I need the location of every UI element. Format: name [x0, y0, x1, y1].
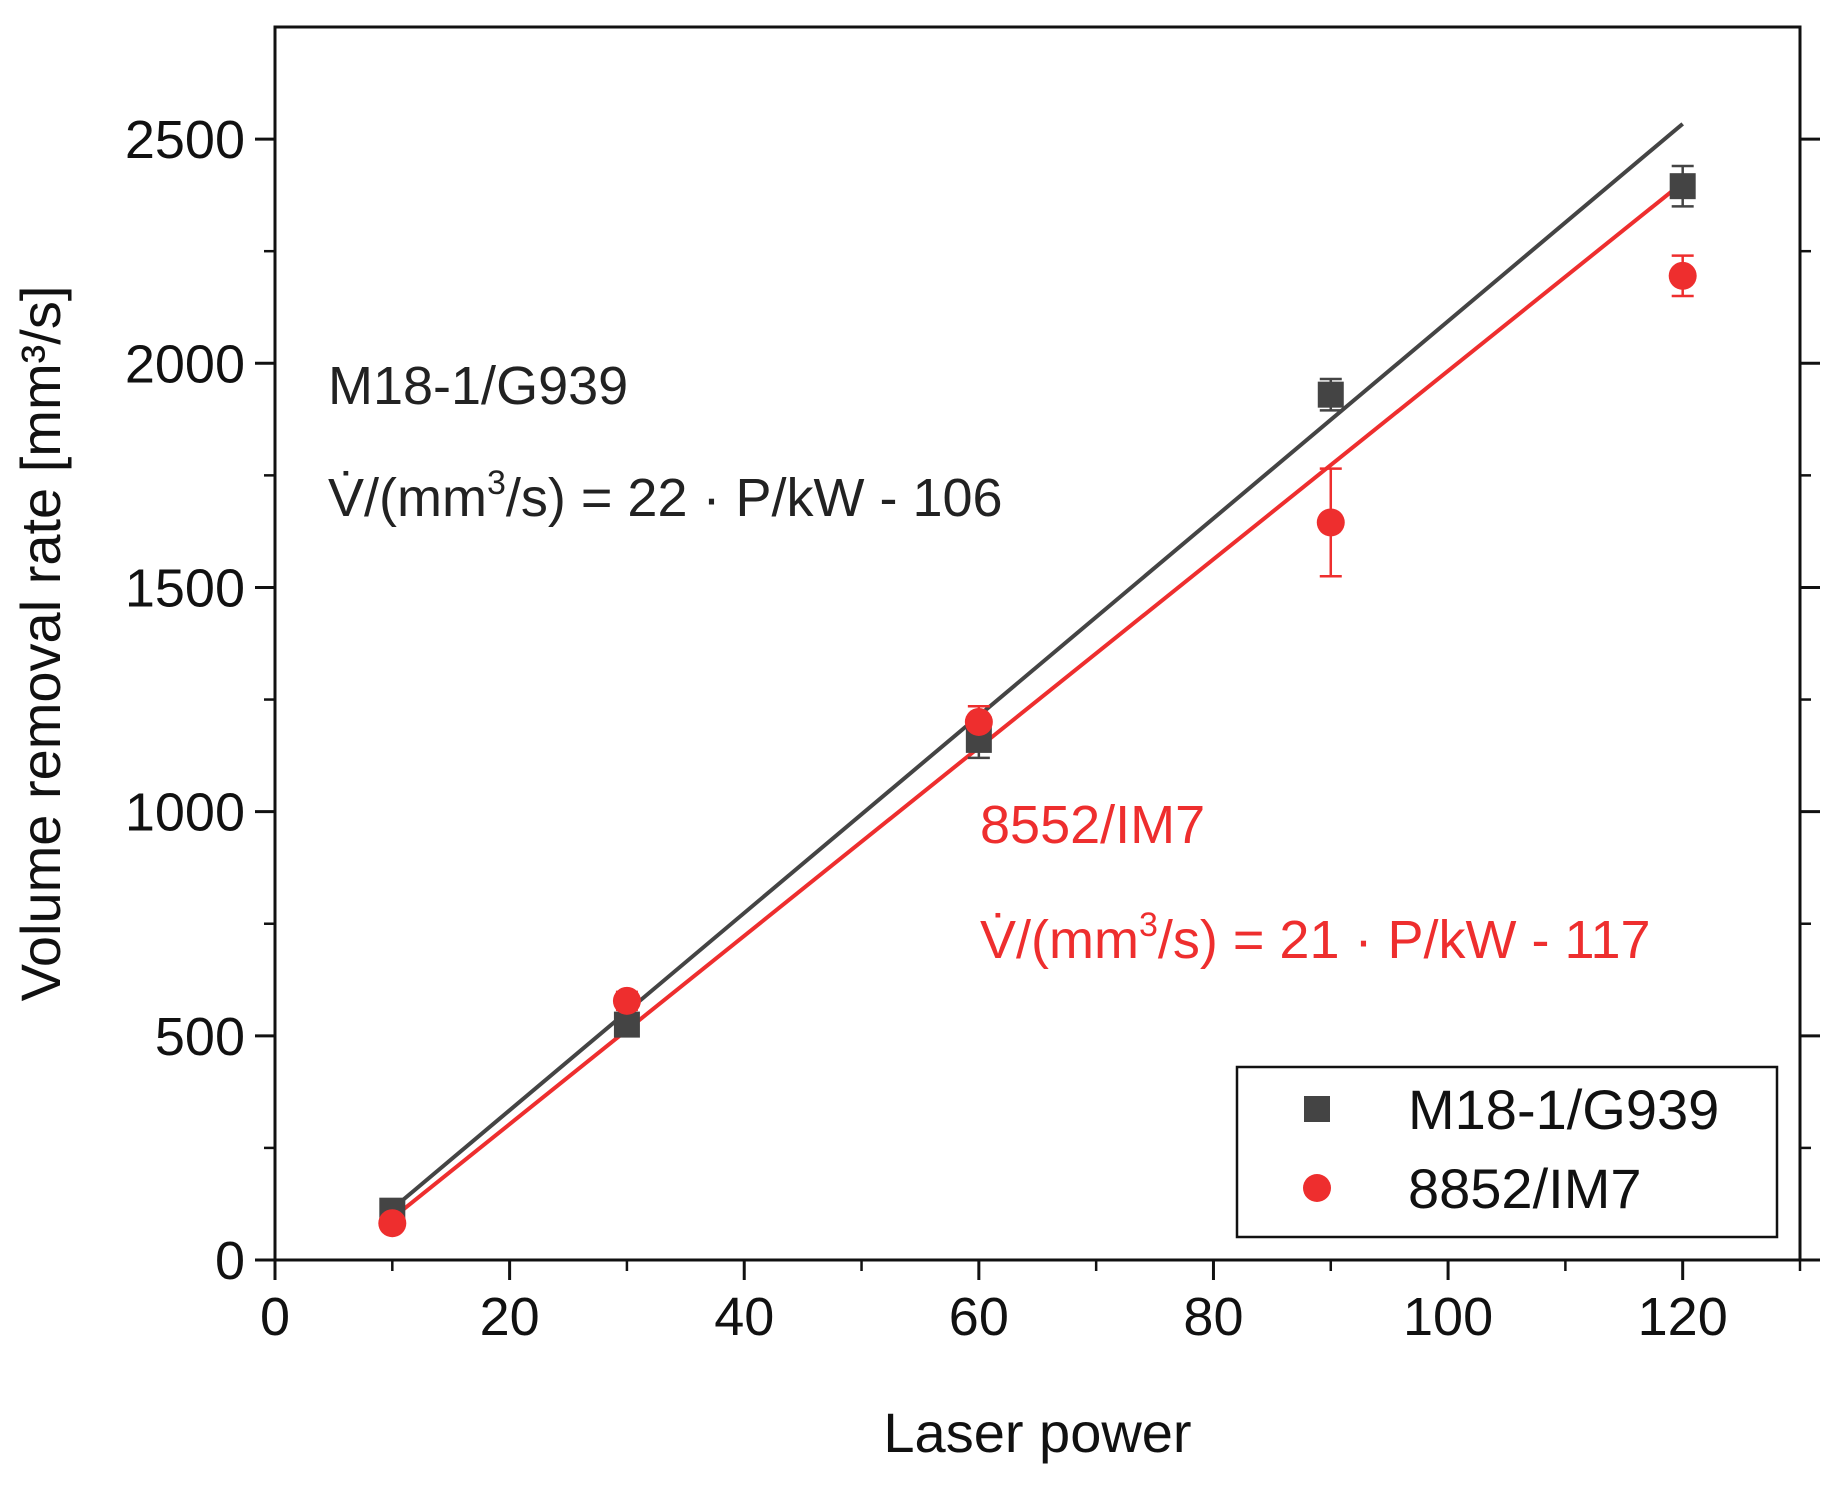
annotation-im7-title: 8552/IM7: [980, 795, 1205, 855]
data-point-series-1: [1668, 261, 1697, 290]
data-point-series-0: [1669, 173, 1696, 200]
legend-marker-im7-circle: [1303, 1174, 1331, 1202]
data-point-series-1: [378, 1209, 407, 1238]
y-tick-label: 1500: [125, 558, 245, 618]
y-tick-label: 2000: [125, 334, 245, 394]
data-point-series-0: [613, 1011, 640, 1038]
x-tick-label: 40: [714, 1287, 774, 1347]
annotation-m18-equation: V̇/(mm3/s) = 22 · P/kW - 106: [328, 464, 1003, 528]
y-tick-label: 500: [155, 1007, 245, 1067]
legend-label-im7: 8852/IM7: [1408, 1157, 1642, 1220]
fit-line-series-1: [391, 181, 1684, 1220]
fit-lines: [391, 122, 1684, 1220]
plot-frame: [273, 25, 1802, 1262]
data-point-series-0: [1317, 381, 1344, 408]
fit-line-series-0: [391, 122, 1684, 1211]
annotation-m18-title: M18-1/G939: [328, 356, 628, 416]
legend-marker-m18-square: [1304, 1096, 1330, 1122]
x-axis-label: Laser power: [883, 1401, 1191, 1464]
x-tick-label: 120: [1638, 1287, 1728, 1347]
x-tick-label: 0: [260, 1287, 290, 1347]
y-tick-label: 1000: [125, 783, 245, 843]
x-tick-label: 20: [480, 1287, 540, 1347]
legend-box: [1235, 1065, 1779, 1239]
x-tick-label: 100: [1403, 1287, 1493, 1347]
y-tick-label: 2500: [125, 110, 245, 170]
legend-label-m18: M18-1/G939: [1408, 1078, 1719, 1141]
axes: 0 20 40 60 80 100 120 0 500 1000 1500 2000 2500: [125, 25, 1820, 1347]
x-tick-label: 80: [1183, 1287, 1243, 1347]
annotations: M18-1/G939 V̇/(mm3/s) = 22 · P/kW - 106 …: [328, 356, 1651, 970]
y-tick-label: 0: [215, 1231, 245, 1291]
legend: M18-1/G939 8852/IM7: [1235, 1065, 1779, 1239]
data-point-series-1: [612, 986, 641, 1015]
y-axis-label: Volume removal rate [mm³/s]: [9, 286, 72, 1002]
x-tick-label: 60: [949, 1287, 1009, 1347]
data-points: [378, 173, 1697, 1238]
data-point-series-1: [1316, 508, 1345, 537]
annotation-im7-equation: V̇/(mm3/s) = 21 · P/kW - 117: [980, 906, 1651, 970]
data-point-series-1: [964, 707, 993, 736]
